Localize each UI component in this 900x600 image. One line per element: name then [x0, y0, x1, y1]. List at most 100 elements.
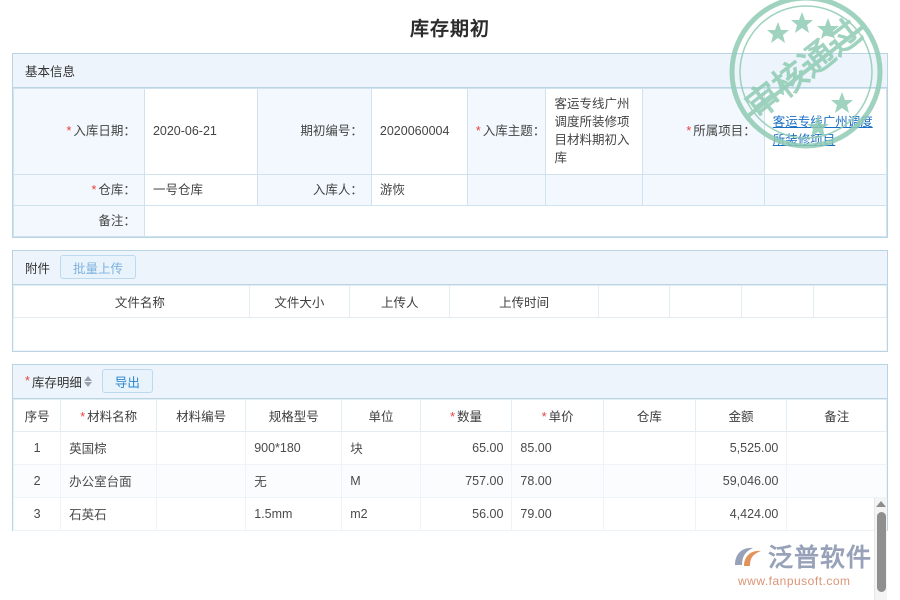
- col-upload-time: 上传时间: [449, 284, 599, 318]
- detail-body: 1 英国棕 900*180 块 65.00 85.00 5,525.00 2 办…: [12, 430, 887, 531]
- basic-info-panel: 基本信息 * 入库日期： 2020-06-21 期初编号： 202006: [12, 53, 888, 238]
- watermark-url: www.fanpusoft.com: [737, 574, 851, 588]
- required-marker: *: [66, 124, 72, 139]
- cell-amount: 59,046.00: [694, 463, 788, 498]
- project-link[interactable]: 客运专线广州调度所装修项目: [772, 115, 873, 148]
- watermark: 泛普软件 www.fanpusoft.com: [733, 545, 872, 588]
- col-unit: 单位: [341, 398, 421, 432]
- cell-quantity[interactable]: 757.00: [419, 463, 513, 498]
- cell-unit[interactable]: 块: [341, 430, 421, 465]
- col-quantity: * 数量: [419, 398, 513, 432]
- col-material-code: 材料编号: [156, 398, 247, 432]
- required-marker: *: [541, 409, 547, 424]
- fanpu-logo-icon: [734, 547, 761, 566]
- basic-info-row-3: 备注：: [13, 204, 888, 237]
- sort-asc-icon[interactable]: [83, 375, 92, 381]
- empty-cell: [641, 173, 765, 206]
- cell-seq: 3: [12, 496, 62, 531]
- cell-unit-price[interactable]: 79.00: [511, 496, 605, 531]
- cell-remark[interactable]: [786, 430, 887, 465]
- table-row[interactable]: 3 石英石 1.5mm m2 56.00 79.00 4,424.00: [12, 496, 887, 531]
- cell-unit[interactable]: m2: [341, 496, 421, 531]
- col-empty-4: [812, 284, 888, 318]
- scrollbar-thumb[interactable]: [877, 512, 886, 592]
- value-remark[interactable]: [143, 204, 888, 237]
- cell-spec-model[interactable]: 900*180: [245, 430, 343, 465]
- value-opening-no[interactable]: 2020060004: [370, 88, 468, 175]
- attachment-header-row: 文件名称 文件大小 上传人 上传时间: [13, 284, 888, 318]
- detail-title-wrap: * 库存明细: [25, 372, 92, 391]
- sort-toggle-icon[interactable]: [83, 375, 92, 387]
- required-marker: *: [25, 374, 30, 389]
- attachment-panel: 附件 批量上传 文件名称 文件大小 上传人 上传时间: [12, 249, 888, 352]
- empty-cell: [545, 173, 643, 206]
- detail-grid-scrollbar[interactable]: [874, 498, 887, 600]
- col-empty-2: [669, 284, 743, 318]
- cell-spec-model[interactable]: 1.5mm: [245, 496, 343, 531]
- col-empty-3: [741, 284, 814, 318]
- col-unit-price: * 单价: [511, 398, 605, 432]
- detail-table: 序号 * 材料名称 材料编号 规格型号 单位 * 数量 * 单价 仓库 金额 备注: [12, 398, 887, 531]
- basic-info-row-1: * 入库日期： 2020-06-21 期初编号： 2020060004 * 入库主题…: [13, 88, 888, 175]
- detail-header: * 库存明细 导出: [13, 364, 887, 399]
- label-inbound-subject: * 入库主题：: [466, 88, 547, 175]
- page-title: 库存期初: [409, 19, 490, 40]
- col-amount: 金额: [694, 398, 788, 432]
- table-row[interactable]: 2 办公室台面 无 M 757.00 78.00 59,046.00: [12, 463, 887, 498]
- cell-quantity[interactable]: 56.00: [419, 496, 513, 531]
- cell-remark[interactable]: [786, 463, 887, 498]
- label-project: * 所属项目：: [641, 88, 765, 175]
- label-inbound-person: 入库人：: [257, 173, 372, 206]
- detail-header-row: 序号 * 材料名称 材料编号 规格型号 单位 * 数量 * 单价 仓库 金额 备注: [12, 398, 887, 432]
- detail-panel: * 库存明细 导出 序号 * 材料名称: [12, 363, 888, 531]
- scroll-up-icon[interactable]: [876, 501, 886, 507]
- value-inbound-date[interactable]: 2020-06-21: [143, 88, 259, 175]
- cell-material-name[interactable]: 英国棕: [60, 430, 158, 465]
- cell-material-code[interactable]: [156, 430, 247, 465]
- col-remark: 备注: [786, 398, 887, 432]
- required-marker: *: [80, 409, 86, 424]
- cell-unit[interactable]: M: [341, 463, 421, 498]
- col-empty-1: [597, 284, 671, 318]
- cell-quantity[interactable]: 65.00: [419, 430, 513, 465]
- basic-info-header: 基本信息: [13, 54, 887, 88]
- label-inbound-date: * 入库日期：: [13, 88, 145, 175]
- cell-warehouse[interactable]: [603, 496, 696, 531]
- cell-amount: 4,424.00: [694, 496, 788, 531]
- value-warehouse[interactable]: 一号仓库: [143, 173, 259, 206]
- cell-spec-model[interactable]: 无: [245, 463, 343, 498]
- cell-warehouse[interactable]: [603, 430, 696, 465]
- sort-desc-icon[interactable]: [83, 381, 92, 387]
- attachment-empty-cell: [13, 316, 887, 351]
- value-inbound-person[interactable]: 游恢: [370, 173, 468, 206]
- cell-material-name[interactable]: 石英石: [60, 496, 158, 531]
- cell-unit-price[interactable]: 85.00: [511, 430, 605, 465]
- attachment-title: 附件: [25, 261, 51, 276]
- cell-material-code[interactable]: [156, 496, 247, 531]
- attachment-body: [13, 316, 887, 351]
- col-spec-model: 规格型号: [245, 398, 343, 432]
- empty-cell: [763, 173, 888, 206]
- col-warehouse: 仓库: [603, 398, 696, 432]
- batch-upload-button[interactable]: 批量上传: [60, 255, 137, 280]
- watermark-brand: 泛普软件: [767, 543, 872, 572]
- col-file-size: 文件大小: [248, 284, 351, 318]
- table-row[interactable]: 1 英国棕 900*180 块 65.00 85.00 5,525.00: [12, 430, 887, 465]
- value-project[interactable]: 客运专线广州调度所装修项目: [763, 88, 888, 175]
- export-button[interactable]: 导出: [101, 369, 153, 394]
- required-marker: *: [686, 124, 692, 139]
- cell-unit-price[interactable]: 78.00: [511, 463, 605, 498]
- cell-material-code[interactable]: [156, 463, 247, 498]
- col-seq: 序号: [12, 398, 62, 432]
- label-opening-no: 期初编号：: [257, 88, 372, 175]
- cell-warehouse[interactable]: [603, 463, 696, 498]
- attachment-table: 文件名称 文件大小 上传人 上传时间: [13, 284, 888, 351]
- cell-amount: 5,525.00: [694, 430, 788, 465]
- basic-info-row-2: * 仓库： 一号仓库 入库人： 游恢: [13, 173, 888, 206]
- value-inbound-subject[interactable]: 客运专线广州调度所装修项目材料期初入库: [545, 88, 643, 175]
- watermark-brand-row: 泛普软件: [733, 545, 872, 571]
- required-marker: *: [450, 409, 456, 424]
- cell-remark[interactable]: [786, 496, 887, 531]
- cell-material-name[interactable]: 办公室台面: [60, 463, 158, 498]
